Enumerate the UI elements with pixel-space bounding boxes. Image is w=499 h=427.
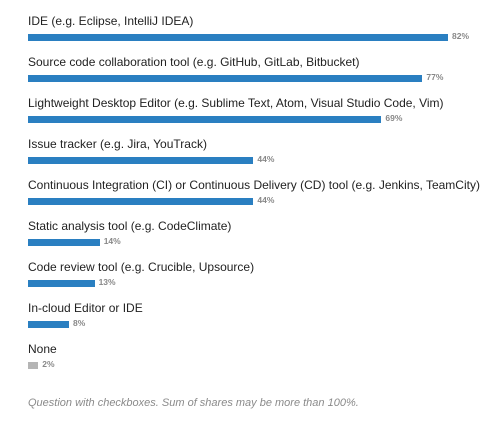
bar-row-9: None 2% [28, 342, 478, 382]
chart-footnote: Question with checkboxes. Sum of shares … [28, 397, 359, 409]
bar-row-5: Continuous Integration (CI) or Continuou… [28, 178, 480, 218]
value-label: 77% [426, 72, 444, 82]
category-label: IDE (e.g. Eclipse, IntelliJ IDEA) [28, 14, 194, 28]
value-label: 44% [257, 154, 275, 164]
value-label: 82% [452, 31, 470, 41]
bar [28, 198, 254, 205]
value-label: 14% [103, 236, 121, 246]
category-label: In-cloud Editor or IDE [28, 301, 143, 315]
category-label: Issue tracker (e.g. Jira, YouTrack) [28, 137, 207, 151]
value-label: 69% [385, 113, 403, 123]
value-label: 44% [257, 195, 275, 205]
bar [28, 239, 100, 246]
category-label: None [28, 342, 57, 356]
bar-row-8: In-cloud Editor or IDE 8% [28, 301, 478, 341]
bar [28, 157, 254, 164]
bar [28, 75, 423, 82]
bar [28, 280, 95, 287]
category-label: Lightweight Desktop Editor (e.g. Sublime… [28, 96, 444, 110]
bar [28, 321, 69, 328]
value-label: 13% [98, 277, 116, 287]
value-label: 8% [72, 318, 86, 328]
bar [28, 34, 448, 41]
bar-row-6: Static analysis tool (e.g. CodeClimate) 1… [28, 219, 478, 259]
category-label: Source code collaboration tool (e.g. Git… [28, 55, 360, 69]
bar [28, 116, 382, 123]
bar-row-3: Lightweight Desktop Editor (e.g. Sublime… [28, 96, 478, 136]
bar [28, 362, 39, 369]
category-label: Static analysis tool (e.g. CodeClimate) [28, 219, 232, 233]
category-label: Code review tool (e.g. Crucible, Upsourc… [28, 260, 255, 274]
bar-row-4: Issue tracker (e.g. Jira, YouTrack) 44% [28, 137, 478, 177]
bar-row-7: Code review tool (e.g. Crucible, Upsourc… [28, 260, 478, 300]
category-label: Continuous Integration (CI) or Continuou… [28, 178, 480, 192]
bar-row-2: Source code collaboration tool (e.g. Git… [28, 55, 478, 95]
bar-row-1: IDE (e.g. Eclipse, IntelliJ IDEA) 82% [28, 14, 478, 54]
value-label: 2% [42, 359, 55, 369]
